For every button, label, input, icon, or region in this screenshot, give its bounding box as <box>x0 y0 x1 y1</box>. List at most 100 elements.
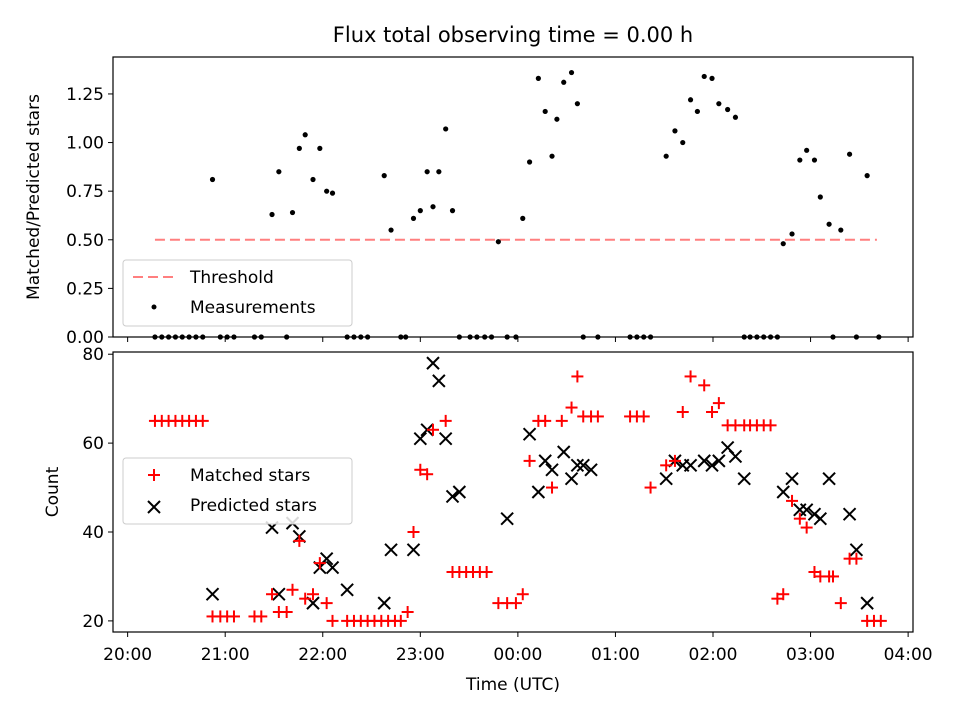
top-y-tick-label: 0.00 <box>66 328 104 348</box>
predicted-point <box>384 543 398 557</box>
predicted-point <box>813 511 828 526</box>
matched-point <box>565 401 578 414</box>
matched-point <box>439 414 452 427</box>
predicted-point <box>564 471 579 486</box>
measurement-point <box>864 173 870 179</box>
matched-point <box>764 419 777 432</box>
measurement-point <box>329 190 336 196</box>
predicted-point <box>340 583 354 597</box>
predicted-point <box>776 485 790 499</box>
matched-point <box>834 597 847 610</box>
x-tick-label: 22:00 <box>298 645 347 665</box>
measurement-point <box>504 334 510 340</box>
top-y-tick-label: 1.00 <box>66 134 104 154</box>
predicted-point <box>842 507 857 521</box>
measurement-point <box>846 151 853 157</box>
measurement-point <box>549 153 555 159</box>
top-y-axis: 0.00 0.25 0.50 0.75 1.00 1.25 <box>66 85 113 348</box>
measurement-point <box>231 334 237 340</box>
predicted-point <box>697 454 711 468</box>
measurement-point <box>694 108 700 115</box>
measurement-point <box>302 132 308 138</box>
predicted-point <box>531 485 546 499</box>
predicted-point <box>557 445 571 459</box>
bottom-plot-frame <box>112 351 914 633</box>
measurement-point <box>152 334 158 340</box>
predicted-point <box>432 374 446 388</box>
measurement-point <box>789 231 795 237</box>
predicted-point <box>659 471 673 486</box>
matched-point <box>637 410 650 423</box>
matched-point <box>394 614 407 627</box>
measurement-point <box>876 334 882 340</box>
predicted-point <box>413 431 428 446</box>
measurement-point <box>817 194 823 200</box>
measurement-point <box>289 209 296 216</box>
matched-point <box>668 454 681 467</box>
matched-point <box>480 566 493 578</box>
bottom-y-tick-label: 40 <box>82 523 104 543</box>
measurement-point <box>200 334 206 340</box>
bottom-y-tick-label: 60 <box>82 434 104 454</box>
measurement-point <box>166 334 172 340</box>
measurement-point <box>495 239 501 245</box>
measurement-point <box>830 334 836 340</box>
measurement-point <box>398 334 404 340</box>
measurement-point <box>324 188 330 194</box>
measurement-point <box>542 108 548 115</box>
measurement-point <box>344 334 350 340</box>
measurement-point <box>317 145 323 151</box>
predicted-point <box>545 463 559 477</box>
measurement-point <box>747 334 753 340</box>
matched-point <box>850 552 863 565</box>
measurement-point <box>838 227 844 233</box>
legend-matched-swatch <box>148 469 160 481</box>
measurement-point <box>687 97 694 103</box>
measurement-point <box>296 145 302 151</box>
matched-point <box>320 597 333 610</box>
x-tick-label: 20:00 <box>103 645 152 665</box>
measurement-point <box>410 215 417 221</box>
bottom-legend-box <box>122 457 353 525</box>
matched-point <box>684 370 697 383</box>
legend-matched-label: Matched stars <box>190 466 310 486</box>
top-y-tick-label: 0.50 <box>66 231 104 251</box>
measurement-point <box>761 334 767 340</box>
measurement-point <box>580 334 586 340</box>
measurement-point <box>774 334 780 340</box>
measurement-point <box>172 334 179 340</box>
bottom-y-axis: 20 40 60 80 <box>82 345 113 632</box>
predicted-point <box>205 587 220 601</box>
measurement-point <box>186 334 192 340</box>
bottom-panel: 20 40 60 80 20:00 21:00 22:00 23:00 00:00 01:00 0… <box>43 345 933 695</box>
measurement-point <box>672 128 678 134</box>
x-tick-label: 21:00 <box>201 645 250 665</box>
measurement-point <box>251 334 258 340</box>
legend-threshold-label: Threshold <box>189 268 274 288</box>
predicted-point <box>500 511 514 526</box>
predicted-point <box>452 485 467 499</box>
measurement-point <box>554 116 560 122</box>
measurement-point <box>449 208 456 214</box>
measurement-point <box>797 157 803 163</box>
matched-point <box>421 468 434 481</box>
measurement-point <box>627 334 633 340</box>
matched-point <box>786 494 799 507</box>
measurement-point <box>430 204 436 210</box>
top-y-tick-label: 0.75 <box>66 182 104 202</box>
predicted-point <box>377 596 391 610</box>
measurement-point <box>853 334 860 340</box>
measurement-point <box>351 334 357 340</box>
measurement-point <box>561 79 567 85</box>
matched-point <box>401 606 414 618</box>
matched-point <box>874 614 887 627</box>
measurement-point <box>474 334 480 340</box>
x-tick-label: 23:00 <box>396 645 445 665</box>
matched-point <box>293 534 306 547</box>
measurement-point <box>741 334 747 340</box>
measurement-point <box>217 334 223 340</box>
matched-point <box>800 521 813 534</box>
measurement-point <box>258 334 264 340</box>
measurement-point <box>482 334 488 340</box>
matched-point <box>676 406 689 418</box>
